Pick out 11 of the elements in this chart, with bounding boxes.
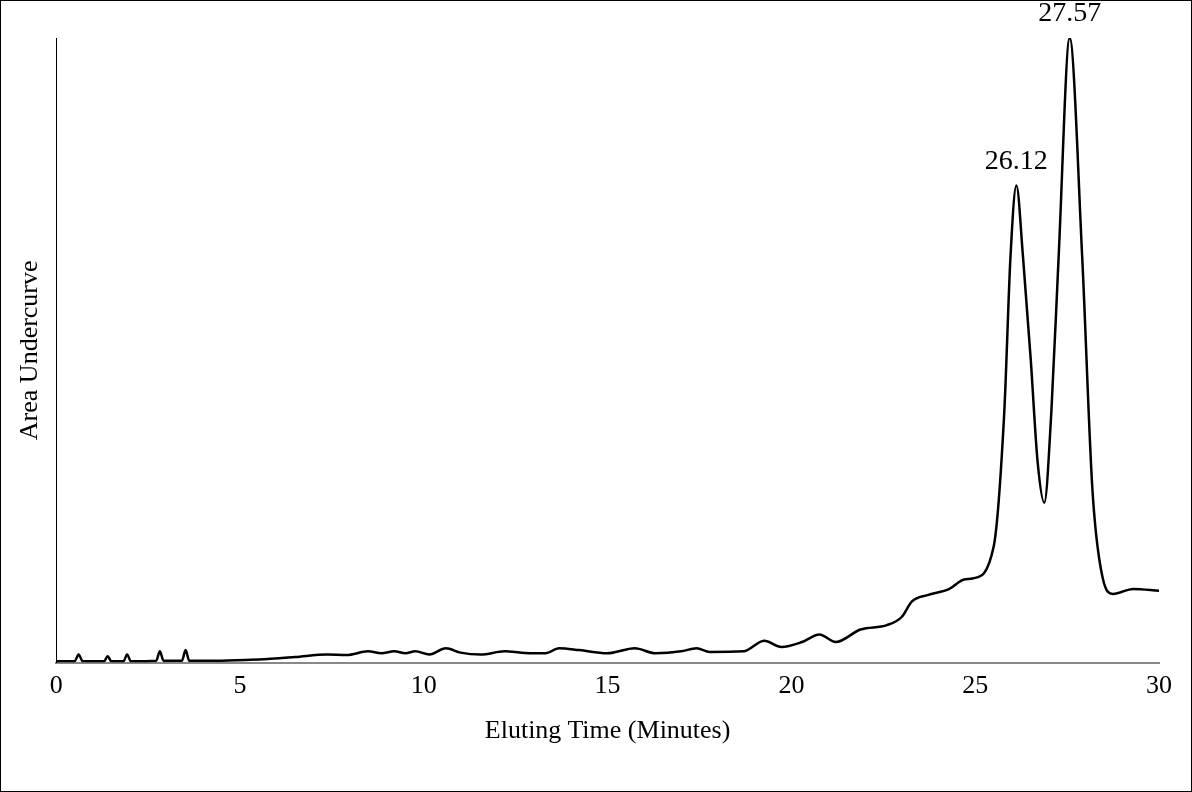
x-axis-title: Eluting Time (Minutes) [484,715,731,745]
x-tick-label: 25 [962,670,989,700]
annotation: 26.12 [984,143,1048,175]
y-axis-title: Area Undercurve [14,260,44,441]
x-tick-label: 30 [1146,670,1172,700]
x-tick-label: 0 [49,670,63,700]
x-tick-label: 15 [594,670,621,700]
x-tick-label: 20 [778,670,805,700]
annotation: 27.57 [1038,0,1102,28]
x-tick-label: 10 [410,670,437,700]
x-tick-label: 5 [233,670,247,700]
